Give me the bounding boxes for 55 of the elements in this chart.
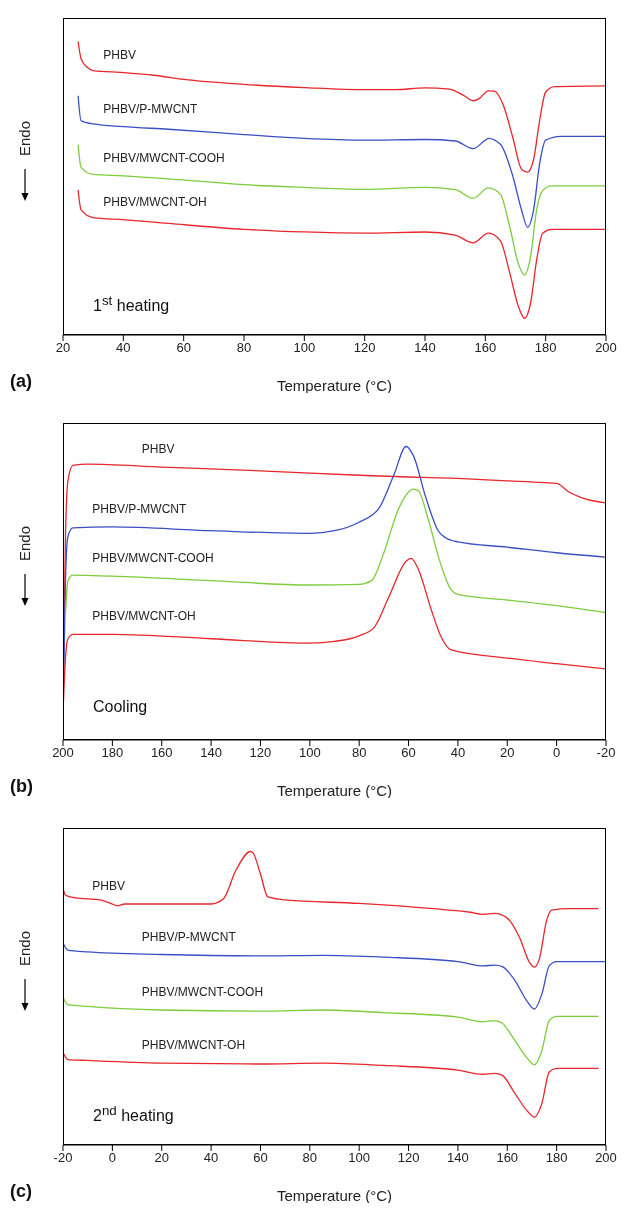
series-label: PHBV: [92, 879, 126, 894]
x-tick-label: -20: [53, 1150, 73, 1166]
x-tick-label: 40: [450, 745, 466, 761]
x-tick-label: 0: [108, 1150, 116, 1166]
x-tick-label: 200: [595, 1150, 617, 1166]
y-axis-title: Endo: [16, 525, 34, 562]
x-tick-label: 180: [545, 1150, 568, 1166]
x-tick-label: 20: [154, 1150, 169, 1166]
x-tick-label: 120: [397, 1150, 420, 1166]
x-tick-label: 160: [150, 745, 173, 761]
x-tick-label: 0: [553, 745, 561, 761]
x-tick-label: 160: [496, 1150, 519, 1166]
series-label: PHBV/MWCNT-OH: [92, 609, 196, 624]
series-label: PHBV/MWCNT-COOH: [103, 150, 225, 165]
x-tick-label: 140: [200, 745, 222, 761]
series-label: PHBV/MWCNT-COOH: [92, 551, 214, 566]
x-tick-label: 140: [414, 340, 436, 356]
y-axis-title: Endo: [16, 120, 34, 157]
x-tick-label: 40: [203, 1150, 219, 1166]
x-tick-label: 180: [101, 745, 124, 761]
x-tick-label: -20: [596, 745, 616, 761]
x-tick-label: 100: [293, 340, 316, 356]
x-tick-label: 20: [55, 340, 71, 356]
annotation: 1$^{st}$ heating: [93, 293, 170, 316]
x-tick-label: 200: [595, 340, 617, 356]
series-label: PHBV/P-MWCNT: [92, 501, 188, 516]
text: (a): [10, 371, 32, 392]
x-tick-label: 60: [176, 340, 191, 356]
series-label: PHBV/MWCNT-OH: [103, 194, 207, 209]
text: (b): [10, 776, 33, 797]
x-tick-label: 60: [401, 745, 416, 761]
x-tick-label: 80: [302, 1150, 318, 1166]
annotation: 2$^{nd}$ heating: [93, 1103, 174, 1126]
x-tick-label: 200: [52, 745, 74, 761]
text: (c): [10, 1181, 32, 1202]
y-axis-title: Endo: [16, 930, 34, 967]
series-label: PHBV/P-MWCNT: [103, 101, 198, 116]
x-tick-label: 100: [298, 745, 321, 761]
annotation: Cooling: [93, 698, 148, 716]
x-tick-label: 100: [348, 1150, 371, 1166]
series-label: PHBV: [141, 442, 175, 457]
series-label: PHBV/P-MWCNT: [141, 929, 237, 944]
x-tick-label: 140: [447, 1150, 469, 1166]
series-label: PHBV/MWCNT-COOH: [141, 984, 264, 999]
x-tick-label: 180: [534, 340, 557, 356]
x-tick-label: 80: [236, 340, 252, 356]
x-tick-label: 80: [351, 745, 367, 761]
x-tick-label: 20: [500, 745, 515, 761]
x-tick-label: 120: [353, 340, 376, 356]
x-tick-label: 120: [249, 745, 272, 761]
x-tick-label: 160: [474, 340, 497, 356]
x-tick-label: 60: [253, 1150, 268, 1166]
series-label: PHBV: [103, 47, 137, 62]
series-label: PHBV/MWCNT-OH: [141, 1038, 246, 1053]
x-tick-label: 40: [116, 340, 131, 356]
